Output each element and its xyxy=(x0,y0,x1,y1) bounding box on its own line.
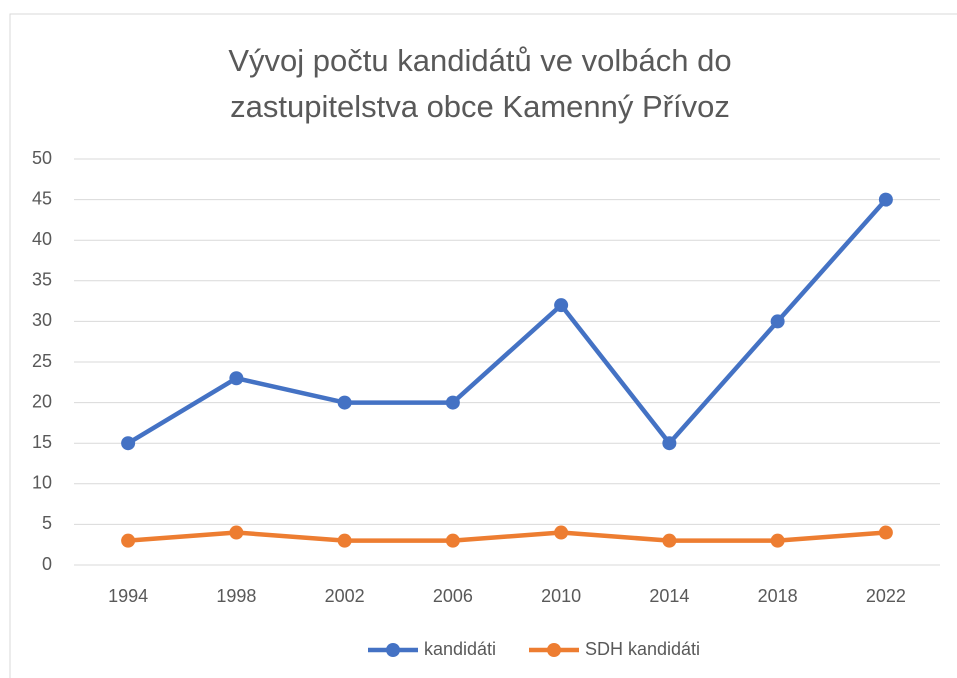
y-tick-label: 30 xyxy=(32,310,52,330)
data-point xyxy=(662,436,677,451)
x-tick-label: 2006 xyxy=(433,586,473,606)
y-tick-label: 20 xyxy=(32,391,52,411)
x-tick-label: 1998 xyxy=(216,586,256,606)
y-tick-label: 0 xyxy=(42,554,52,574)
legend-swatch-marker xyxy=(547,643,561,657)
data-point xyxy=(554,298,569,313)
y-tick-label: 10 xyxy=(32,473,52,493)
chart-title: Vývoj počtu kandidátů ve volbách do zast… xyxy=(228,43,732,124)
data-point xyxy=(878,192,893,207)
data-point xyxy=(337,395,352,410)
data-point xyxy=(878,525,893,540)
data-point xyxy=(770,314,785,329)
x-tick-label: 2010 xyxy=(541,586,581,606)
y-tick-label: 25 xyxy=(32,351,52,371)
series-line xyxy=(127,530,887,543)
data-point xyxy=(554,525,569,540)
x-tick-label: 2014 xyxy=(649,586,689,606)
data-point xyxy=(770,533,785,548)
y-tick-label: 50 xyxy=(32,148,52,168)
x-tick-label: 2022 xyxy=(866,586,906,606)
y-tick-label: 5 xyxy=(42,513,52,533)
data-point xyxy=(337,533,352,548)
x-tick-label: 1994 xyxy=(108,586,148,606)
x-tick-label: 2018 xyxy=(758,586,798,606)
series-line xyxy=(126,198,888,446)
legend-label: SDH kandidáti xyxy=(585,639,700,659)
data-point xyxy=(229,371,244,386)
data-point xyxy=(121,436,136,451)
y-tick-label: 35 xyxy=(32,270,52,290)
data-point xyxy=(229,525,244,540)
x-tick-label: 2002 xyxy=(325,586,365,606)
y-tick-label: 15 xyxy=(32,432,52,452)
y-tick-label: 40 xyxy=(32,229,52,249)
data-point xyxy=(445,533,460,548)
y-tick-label: 45 xyxy=(32,188,52,208)
data-point xyxy=(662,533,677,548)
legend-label: kandidáti xyxy=(424,639,496,659)
data-point xyxy=(121,533,136,548)
legend-swatch-marker xyxy=(386,643,400,657)
chart-border xyxy=(9,13,957,678)
data-point xyxy=(445,395,460,410)
